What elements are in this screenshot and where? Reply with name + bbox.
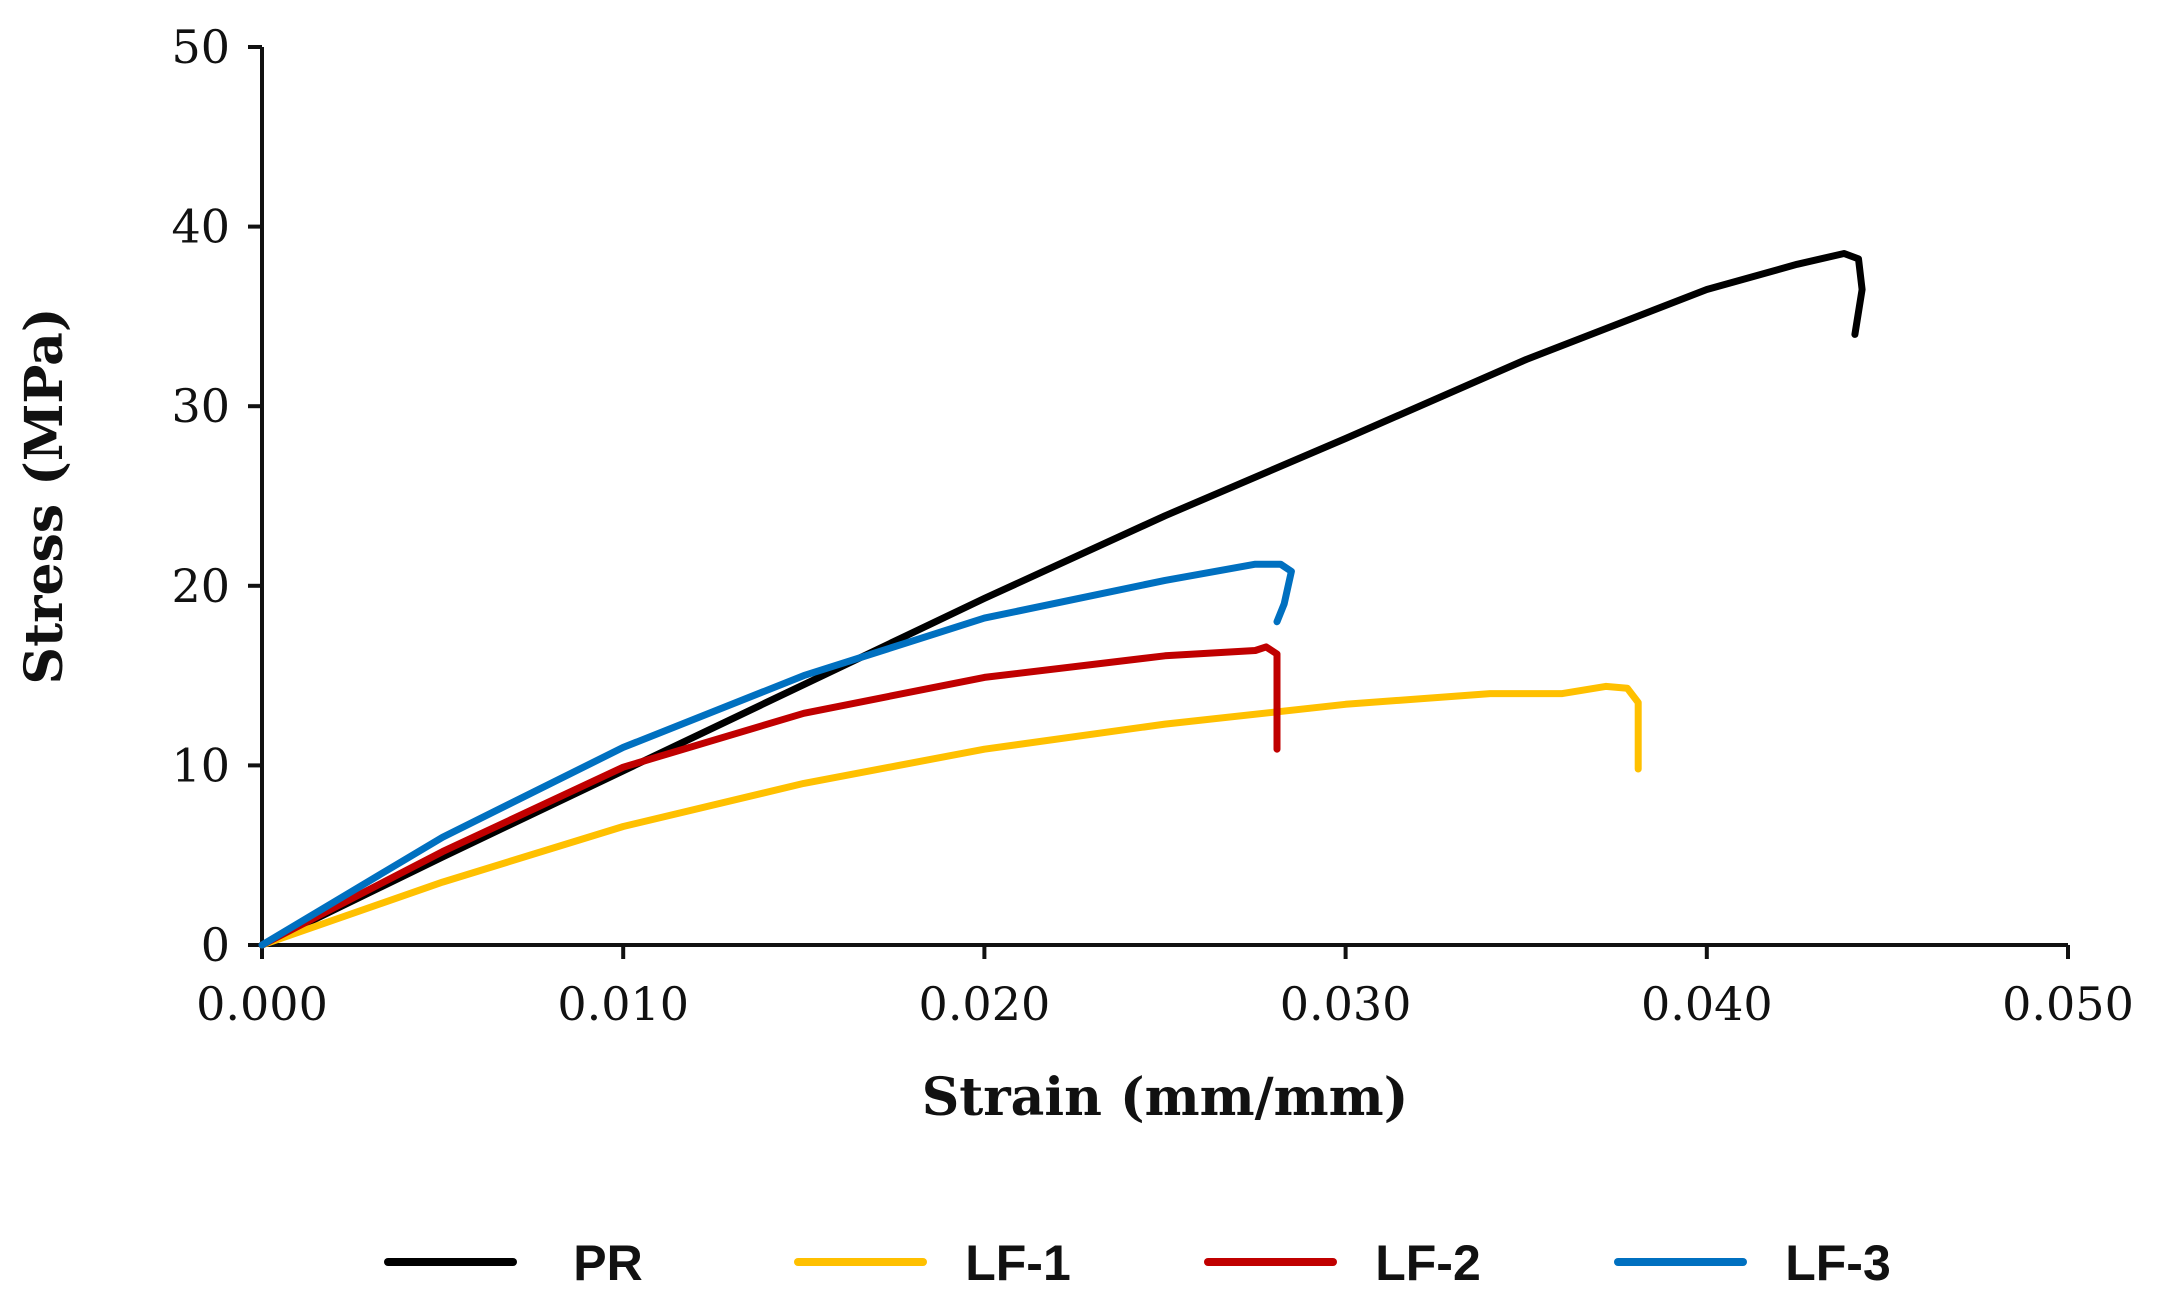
y-tick-label: 10 (171, 738, 230, 792)
x-tick-label: 0.010 (557, 977, 689, 1031)
legend-label-lf-2: LF-2 (1375, 1235, 1481, 1291)
y-tick-label: 20 (171, 559, 230, 613)
x-tick-label: 0.040 (1641, 977, 1773, 1031)
series-line-lf-2 (258, 643, 1281, 949)
x-tick-label: 0.030 (1280, 977, 1412, 1031)
y-axis-title: Stress (MPa) (14, 308, 75, 685)
x-axis-ticks: 0.000 0.010 0.020 0.030 0.040 0.050 (196, 945, 2134, 1031)
x-tick-label: 0.020 (919, 977, 1051, 1031)
x-axis-title: Strain (mm/mm) (922, 1067, 1409, 1128)
legend-label-lf-1: LF-1 (965, 1235, 1071, 1291)
x-tick-label: 0.000 (196, 977, 328, 1031)
legend-label-pr: PR (573, 1235, 642, 1291)
y-tick-label: 30 (171, 379, 230, 433)
y-tick-label: 50 (171, 20, 230, 74)
series-line-lf-3 (258, 560, 1295, 949)
y-tick-label: 0 (201, 918, 230, 972)
y-axis-ticks: 0 10 20 30 40 50 (171, 20, 262, 972)
series-line-lf-1 (258, 682, 1642, 949)
series-lines (258, 250, 1866, 949)
legend: PR LF-1 LF-2 LF-3 (384, 1235, 1891, 1291)
x-tick-label: 0.050 (2002, 977, 2134, 1031)
y-tick-label: 40 (171, 200, 230, 254)
legend-label-lf-3: LF-3 (1785, 1235, 1891, 1291)
